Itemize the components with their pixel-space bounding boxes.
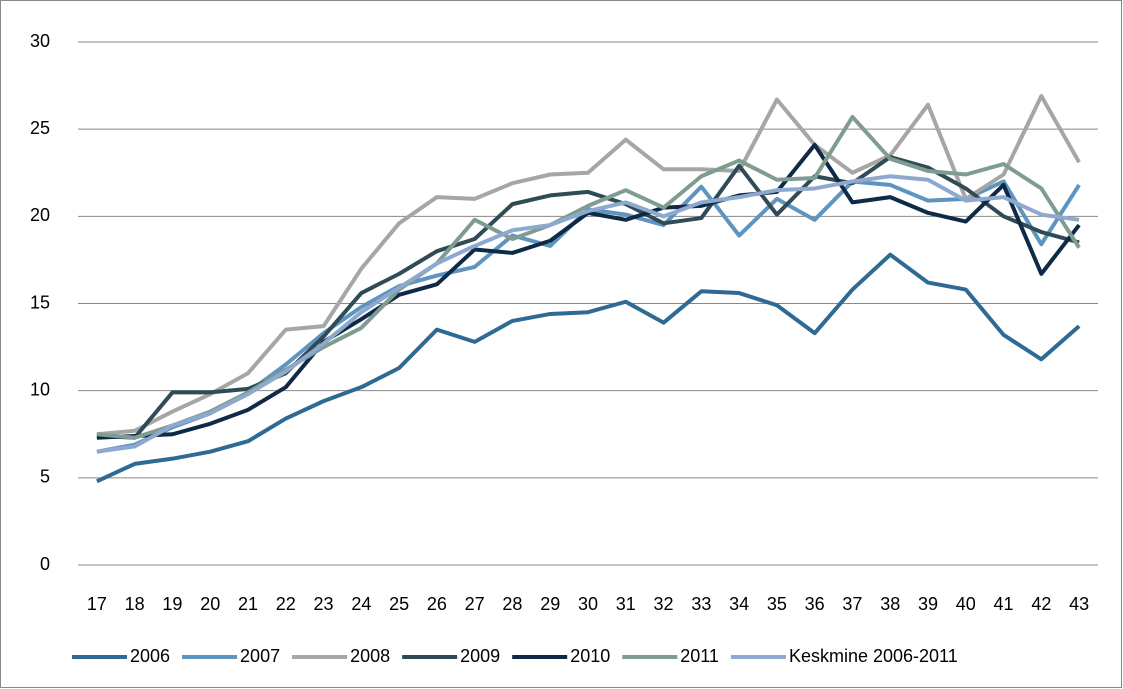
x-tick-label: 30: [578, 594, 598, 614]
legend-label: 2010: [570, 646, 610, 666]
series-line: [96, 174, 1080, 454]
legend-label: 2009: [460, 646, 500, 666]
x-tick-label: 17: [87, 594, 107, 614]
x-tick-label: 35: [767, 594, 787, 614]
x-tick-label: 36: [805, 594, 825, 614]
legend-label: Keskmine 2006-2011: [789, 646, 958, 666]
x-tick-label: 40: [956, 594, 976, 614]
x-tick-label: 18: [125, 594, 145, 614]
y-tick-label: 20: [30, 205, 50, 225]
x-tick-label: 21: [238, 594, 258, 614]
series-line: [96, 94, 1081, 437]
x-tick-label: 33: [691, 594, 711, 614]
x-tick-label: 37: [842, 594, 862, 614]
y-tick-label: 0: [40, 554, 50, 574]
x-tick-label: 26: [427, 594, 447, 614]
x-tick-label: 24: [351, 594, 371, 614]
x-tick-label: 27: [465, 594, 485, 614]
legend-label: 2011: [680, 646, 719, 666]
x-tick-label: 41: [994, 594, 1014, 614]
x-tick-label: 23: [314, 594, 334, 614]
series-line: [96, 252, 1081, 484]
y-tick-label: 30: [30, 31, 50, 51]
legend-label: 2008: [350, 646, 390, 666]
y-tick-label: 5: [40, 467, 50, 487]
y-tick-label: 10: [30, 379, 50, 399]
x-tick-label: 29: [540, 594, 560, 614]
x-tick-label: 34: [729, 594, 749, 614]
x-tick-label: 25: [389, 594, 409, 614]
x-tick-label: 42: [1031, 594, 1051, 614]
x-tick-label: 20: [200, 594, 220, 614]
legend-label: 2007: [240, 646, 280, 666]
x-tick-label: 38: [880, 594, 900, 614]
x-tick-label: 32: [654, 594, 674, 614]
y-tick-label: 15: [30, 292, 50, 312]
x-tick-label: 43: [1069, 594, 1089, 614]
x-tick-label: 19: [162, 594, 182, 614]
legend-label: 2006: [130, 646, 170, 666]
y-tick-label: 25: [30, 118, 50, 138]
x-tick-label: 39: [918, 594, 938, 614]
x-tick-label: 31: [616, 594, 636, 614]
x-tick-label: 22: [276, 594, 296, 614]
x-tick-label: 28: [502, 594, 522, 614]
